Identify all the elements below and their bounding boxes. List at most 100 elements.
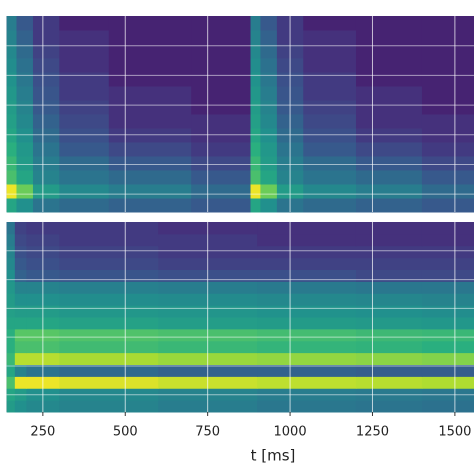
x-tick-label: 500	[113, 425, 138, 440]
heatmap-cell	[14, 257, 27, 270]
heatmap-cell	[303, 156, 357, 171]
heatmap-cell	[257, 340, 357, 354]
heatmap-cell	[6, 245, 16, 259]
heatmap-cell	[250, 72, 261, 87]
heatmap-cell	[59, 340, 159, 354]
heatmap-cell	[108, 58, 192, 73]
heatmap-cell	[260, 198, 278, 213]
heatmap-cell	[260, 170, 278, 185]
heatmap-cell	[59, 222, 159, 235]
heatmap-cell	[32, 100, 60, 115]
heatmap-cell	[6, 198, 17, 213]
heatmap-cell	[355, 184, 423, 199]
heatmap-cell	[421, 86, 474, 101]
heatmap-cell	[59, 16, 110, 31]
heatmap-cell	[191, 30, 252, 45]
heatmap-cell	[108, 156, 192, 171]
heatmap-cell	[6, 233, 16, 247]
heatmap-cell	[6, 114, 17, 129]
heatmap-cell	[355, 16, 423, 31]
heatmap-cell	[6, 100, 17, 115]
heatmap-cell	[250, 198, 261, 213]
heatmap-cell	[16, 86, 34, 101]
heatmap-cell	[16, 16, 34, 31]
heatmap-cell	[250, 114, 261, 129]
x-tick-label: 1250	[356, 425, 389, 440]
heatmap-cell	[32, 142, 60, 157]
heatmap-cell	[14, 281, 27, 294]
heatmap-cell	[108, 30, 192, 45]
heatmap-cell	[32, 30, 60, 45]
heatmap-cell	[6, 142, 17, 157]
heatmap-cell	[355, 156, 423, 171]
heatmap-cell	[260, 100, 278, 115]
heatmap-cell	[108, 86, 192, 101]
heatmap-cell	[6, 72, 17, 87]
heatmap-cell	[355, 198, 423, 213]
heatmap-cell	[6, 340, 16, 354]
x-axis-label: t [ms]	[251, 447, 296, 465]
heatmap-cell	[260, 156, 278, 171]
heatmap-cell	[303, 86, 357, 101]
heatmap-cell	[303, 16, 357, 31]
heatmap-cell	[260, 114, 278, 129]
heatmap-cell	[6, 16, 17, 31]
heatmap-cell	[421, 233, 474, 247]
heatmap-cell	[6, 364, 16, 377]
x-tick-label: 250	[30, 425, 55, 440]
heatmap-cell	[14, 376, 27, 389]
heatmap-cell	[303, 100, 357, 115]
heatmap-cell	[257, 269, 357, 282]
heatmap-cell	[14, 328, 27, 342]
heatmap-cell	[191, 170, 252, 185]
heatmap-cell	[6, 184, 17, 199]
heatmap-cell	[303, 58, 357, 73]
heatmap-cell	[59, 30, 110, 45]
heatmap-cell	[355, 114, 423, 129]
heatmap-cell	[355, 58, 423, 73]
heatmap-cell	[355, 222, 423, 235]
heatmap-cell	[421, 376, 474, 389]
heatmap-cell	[260, 142, 278, 157]
heatmap-cell	[6, 156, 17, 171]
heatmap-cell	[6, 328, 16, 342]
heatmap-cell	[59, 86, 110, 101]
heatmap-cell	[32, 86, 60, 101]
heatmap-cell	[421, 198, 474, 213]
heatmap-cell	[6, 257, 16, 270]
heatmap-cell	[59, 293, 159, 306]
heatmap-cell	[16, 72, 34, 87]
heatmap-cell	[421, 328, 474, 342]
heatmap-cell	[250, 86, 261, 101]
heatmap-cell	[355, 317, 423, 330]
heatmap-cell	[16, 100, 34, 115]
heatmap-cell	[108, 184, 192, 199]
heatmap-cell	[108, 170, 192, 185]
heatmap-cell	[6, 293, 16, 306]
heatmap-cell	[191, 142, 252, 157]
heatmap-cell	[421, 156, 474, 171]
heatmap-cell	[250, 100, 261, 115]
heatmap-cell	[250, 58, 261, 73]
heatmap-cell	[250, 16, 261, 31]
heatmap-cell	[6, 170, 17, 185]
heatmap-cell	[108, 16, 192, 31]
heatmap-cell	[191, 100, 252, 115]
heatmap-cell	[32, 44, 60, 59]
heatmap-cell	[108, 198, 192, 213]
heatmap-cell	[59, 364, 159, 377]
heatmap-cell	[14, 233, 27, 247]
heatmap-cell	[257, 317, 357, 330]
heatmap-cell	[260, 58, 278, 73]
heatmap-cell	[6, 44, 17, 59]
heatmap-cell	[421, 364, 474, 377]
heatmap-cell	[16, 156, 34, 171]
x-tick-label: 1000	[274, 425, 307, 440]
heatmap-cell	[59, 317, 159, 330]
heatmap-cell	[421, 317, 474, 330]
heatmap-cell	[355, 170, 423, 185]
heatmap-cell	[421, 114, 474, 129]
heatmap-cell	[16, 142, 34, 157]
heatmap-cell	[355, 376, 423, 389]
heatmap-cell	[32, 198, 60, 213]
